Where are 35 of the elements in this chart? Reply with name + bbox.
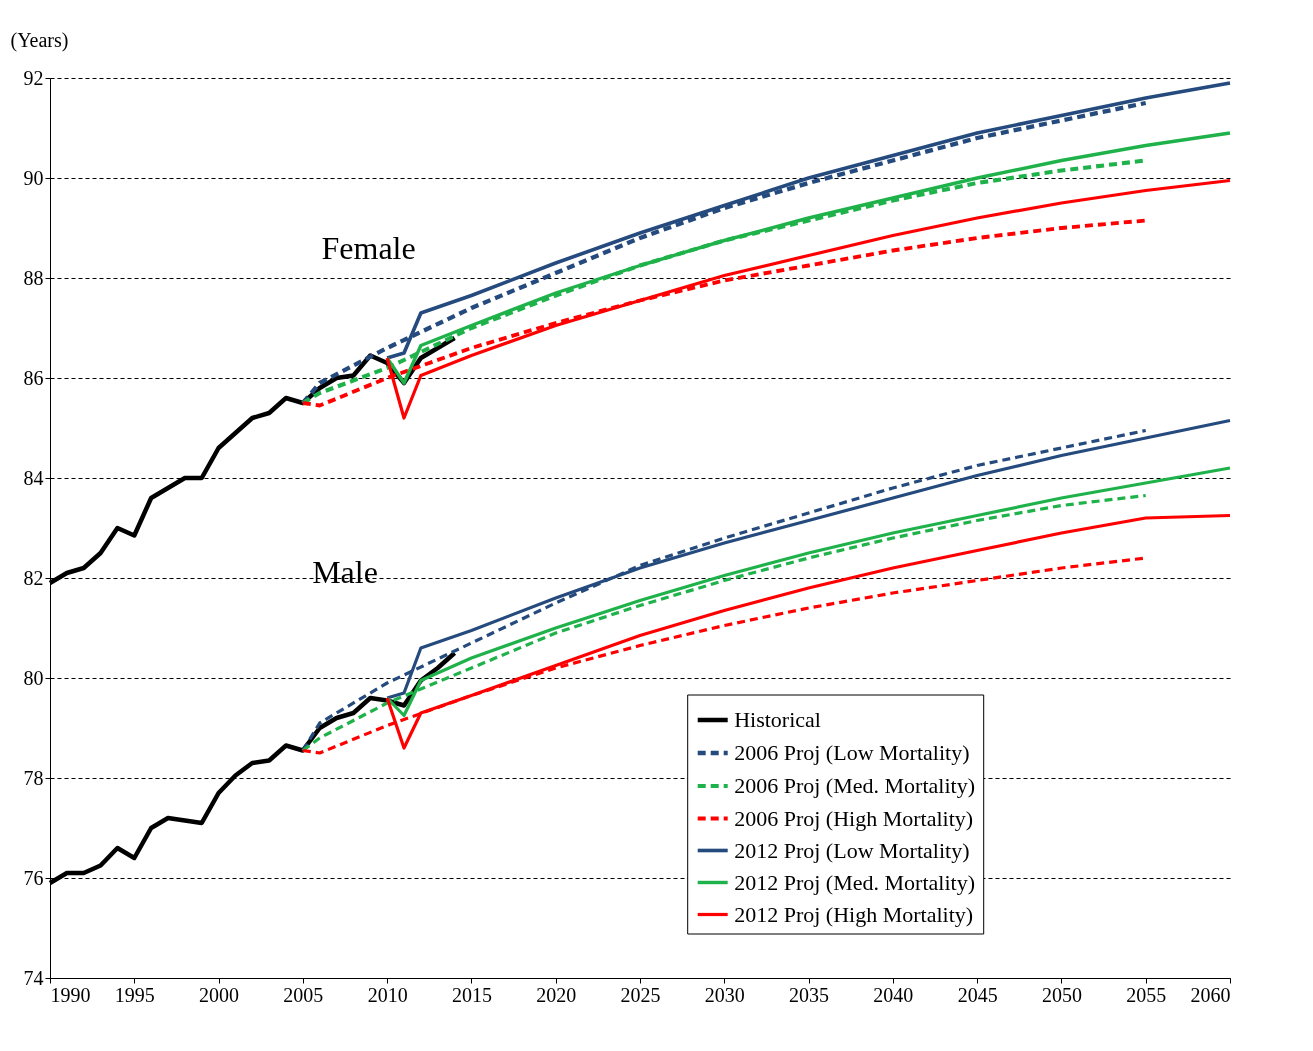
x-tick-label: 2055 (1126, 983, 1167, 1006)
y-tick-label: 84 (23, 466, 44, 489)
x-tick-label: 2010 (367, 983, 408, 1006)
legend-label: 2012 Proj (High Mortality) (734, 901, 974, 927)
x-tick-label: 2015 (451, 983, 492, 1006)
x-tick-label: 1995 (114, 983, 155, 1006)
x-tick-label: 2060 (1190, 983, 1231, 1006)
legend-label: 2006 Proj (Med. Mortality) (734, 773, 975, 798)
y-tick-label: 92 (23, 66, 44, 89)
y-tick-label: 80 (23, 666, 44, 689)
y-tick-label: 90 (23, 166, 44, 189)
y-tick-label: 86 (23, 366, 44, 389)
y-tick-label: 82 (23, 566, 44, 589)
annotation: Female (321, 230, 416, 266)
x-tick-label: 2030 (704, 983, 745, 1006)
legend-label: 2012 Proj (Low Mortality) (734, 837, 970, 863)
y-tick-label: 76 (23, 866, 44, 889)
x-tick-label: 2025 (620, 983, 661, 1006)
legend-label: Historical (734, 707, 821, 732)
legend-label: 2012 Proj (Med. Mortality) (734, 869, 975, 895)
y-tick-label: 78 (23, 766, 44, 789)
annotation: Male (312, 554, 378, 590)
legend-label: 2006 Proj (Low Mortality) (734, 740, 970, 765)
x-tick-label: 2005 (283, 983, 324, 1006)
x-tick-label: 2000 (199, 983, 240, 1006)
legend-label: 2006 Proj (High Mortality) (734, 805, 974, 831)
x-tick-label: 2050 (1041, 983, 1082, 1006)
y-tick-label: 88 (23, 266, 44, 289)
x-tick-label: 2045 (957, 983, 998, 1006)
x-tick-label: 2040 (873, 983, 914, 1006)
x-tick-label: 2020 (536, 983, 577, 1006)
x-tick-label: 1990 (50, 983, 91, 1006)
x-tick-label: 2035 (789, 983, 830, 1006)
y-axis-title: (Years) (10, 28, 69, 52)
y-tick-label: 74 (23, 966, 44, 989)
